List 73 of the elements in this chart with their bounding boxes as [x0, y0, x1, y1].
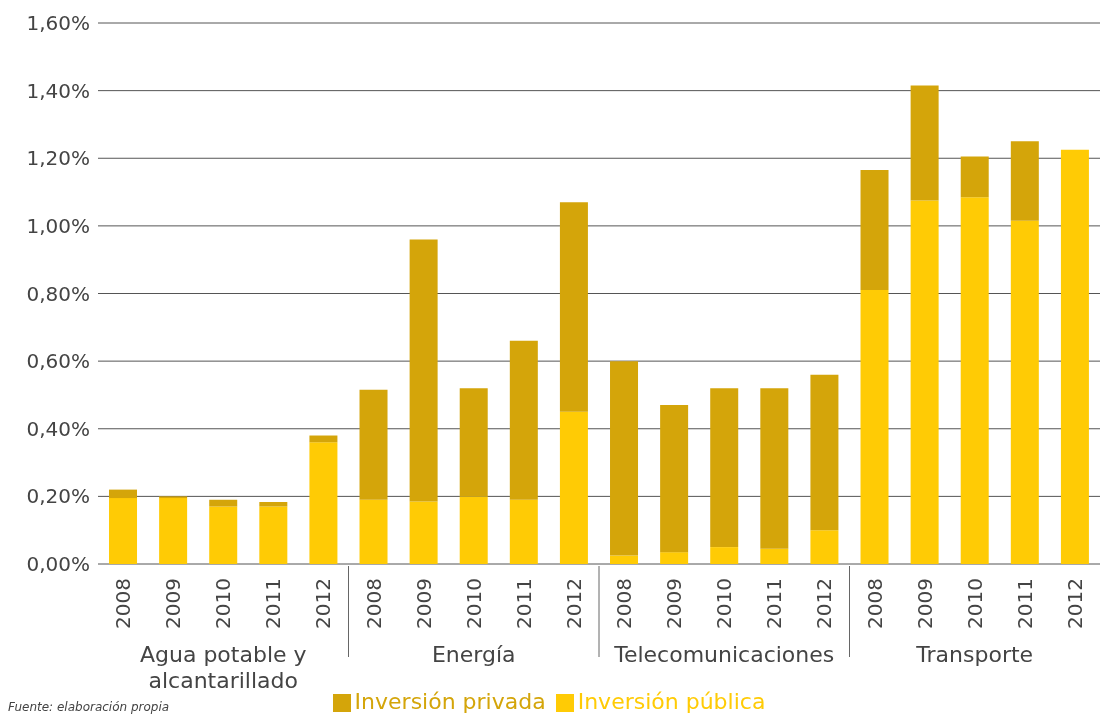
y-tick-label: 1,00% — [26, 213, 90, 238]
bar — [409, 501, 438, 564]
bar — [109, 489, 138, 499]
text: Transporte — [915, 642, 1034, 667]
y-tick-label: 0,80% — [26, 281, 90, 306]
y-tick-label: 1,60% — [26, 11, 90, 36]
bar — [159, 498, 188, 564]
y-tick-label: 0,00% — [26, 552, 90, 577]
bar — [509, 499, 538, 564]
x-tick-label: 2008 — [111, 578, 136, 629]
bar — [860, 170, 889, 291]
bar — [910, 85, 939, 201]
bar — [960, 156, 989, 198]
x-tick-label: 2008 — [361, 578, 386, 629]
x-tick-label: 2011 — [1012, 578, 1037, 629]
text: Agua potable y alcantarillado — [139, 642, 307, 693]
bar — [710, 547, 739, 564]
bar — [359, 499, 388, 564]
bar — [1010, 220, 1039, 564]
y-tick-label: 1,40% — [26, 78, 90, 103]
x-tick-label: 2012 — [561, 578, 586, 629]
x-tick-label: 2012 — [1062, 578, 1087, 629]
legend-label: Inversión privada — [354, 689, 546, 714]
source-note: Fuente: elaboración propia — [8, 700, 170, 714]
x-tick-label: 2008 — [862, 578, 887, 629]
bar — [409, 239, 438, 502]
bar — [660, 405, 689, 553]
bar — [760, 388, 789, 549]
bar — [810, 374, 839, 531]
bar — [610, 361, 639, 556]
bar — [559, 202, 588, 412]
x-tick-label: 2009 — [161, 578, 186, 629]
x-tick-label: 2009 — [912, 578, 937, 629]
bar — [710, 388, 739, 548]
x-tick-label: 2008 — [612, 578, 637, 629]
legend-label: Inversión pública — [577, 689, 766, 714]
bar — [1010, 141, 1039, 221]
x-tick-label: 2011 — [261, 578, 286, 629]
bar — [359, 389, 388, 500]
x-tick-label: 2011 — [511, 578, 536, 629]
bar — [309, 442, 338, 564]
y-tick-label: 0,40% — [26, 416, 90, 441]
y-tick-label: 0,20% — [26, 484, 90, 509]
x-tick-label: 2012 — [311, 578, 336, 629]
x-tick-label: 2010 — [211, 578, 236, 629]
x-tick-label: 2009 — [662, 578, 687, 629]
bar — [109, 498, 138, 564]
bar — [209, 506, 238, 564]
bar — [910, 200, 939, 564]
x-tick-label: 2010 — [962, 578, 987, 629]
text: Telecomunicaciones — [613, 642, 835, 667]
bar — [559, 411, 588, 564]
bar — [860, 290, 889, 564]
bar — [810, 530, 839, 564]
x-tick-label: 2009 — [411, 578, 436, 629]
y-tick-label: 0,60% — [26, 349, 90, 374]
bar — [1060, 149, 1089, 564]
bar — [459, 496, 488, 564]
bar — [660, 552, 689, 564]
x-tick-label: 2012 — [812, 578, 837, 629]
x-tick-label: 2010 — [712, 578, 737, 629]
x-tick-label: 2011 — [762, 578, 787, 629]
y-tick-label: 1,20% — [26, 146, 90, 171]
bar — [760, 548, 789, 564]
bar — [459, 388, 488, 497]
x-tick-label: 2010 — [461, 578, 486, 629]
bar — [509, 340, 538, 500]
bar — [259, 502, 288, 507]
bar — [259, 506, 288, 564]
bar — [960, 197, 989, 564]
text: Energía — [431, 642, 516, 667]
bar — [209, 499, 238, 507]
bar — [610, 555, 639, 564]
